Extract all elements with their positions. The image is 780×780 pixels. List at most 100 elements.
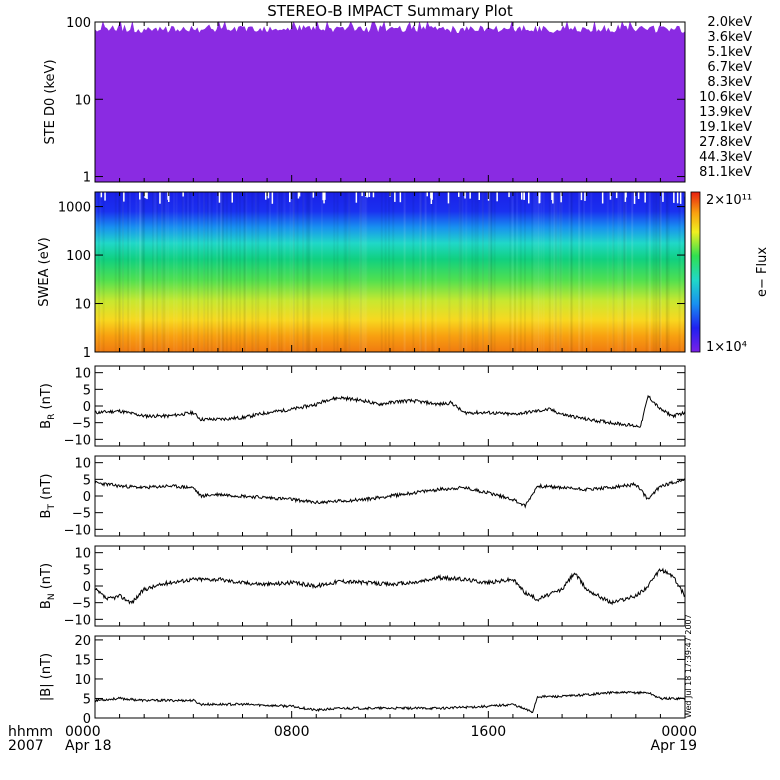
swea-gap [394,192,396,202]
swea-stripe [358,192,361,352]
swea-stripe [388,192,390,352]
swea-stripe [581,192,584,352]
swea-stripe [307,192,310,352]
swea-stripe [138,192,141,352]
time-tick-date: Apr 18 [65,738,111,754]
swea-stripe [655,192,658,352]
swea-gap [146,192,148,200]
swea-stripe [531,192,534,352]
swea-stripe [365,192,368,352]
swea-stripe [348,192,351,352]
time-tick-date: Apr 19 [651,738,697,754]
swea-stripe [216,192,219,352]
swea-stripe [296,192,299,352]
swea-gap [624,192,627,202]
swea-gap [182,192,184,197]
legend-entry-10.6keV: 10.6keV [699,90,752,105]
swea-stripe [121,192,124,352]
swea-gap [139,192,141,200]
panel-ylabel-2: BR (nT) [39,383,57,429]
swea-gap [478,192,480,200]
swea-gap [662,192,664,202]
panel-frame-4 [94,545,686,627]
y-tick-label-5: 10 [74,673,91,688]
y-tick-label-1: 1 [83,346,91,361]
swea-stripe [623,192,626,352]
swea-stripe [568,192,571,352]
y-tick-label-4: −10 [64,613,91,628]
swea-stripe [524,192,526,352]
swea-stripe [202,192,205,352]
swea-gap [231,192,233,203]
swea-stripe [251,192,254,352]
swea-stripe [611,192,614,352]
y-tick-label-4: 0 [83,580,91,595]
time-tick-hhmm: 0000 [65,724,101,740]
ste-series-2.0keV [94,20,686,183]
swea-stripe [460,192,463,352]
swea-gap [580,192,583,201]
swea-stripe [412,192,415,352]
time-axis-label-hhmm: hhmm [8,724,53,740]
swea-stripe [283,192,286,352]
field-line-5 [94,690,686,714]
swea-stripe [292,192,294,352]
swea-stripe [230,192,233,352]
y-tick-label-3: 10 [74,457,91,472]
swea-stripe [448,192,451,352]
swea-stripe [141,192,144,352]
swea-gap [271,192,274,204]
y-tick-label-2: 0 [83,400,91,415]
swea-stripe [490,192,493,352]
swea-gap [323,192,325,204]
swea-stripe [648,192,651,352]
swea-stripe [102,192,105,352]
swea-stripe [198,192,201,352]
swea-gap [372,192,375,198]
swea-stripe [269,192,271,352]
swea-stripe [488,192,491,352]
swea-stripe [511,192,514,352]
swea-gap [168,192,170,202]
swea-gap [673,192,675,203]
swea-gap [297,192,300,199]
legend-entry-19.1keV: 19.1keV [699,120,752,135]
swea-stripe [310,192,313,352]
swea-stripe [167,192,170,352]
panel-frame-2 [94,365,686,447]
swea-stripe [276,192,279,352]
panel-ylabel-3: BT (nT) [39,474,57,519]
swea-stripe [197,192,200,352]
colorbar-label: e− Flux [755,247,770,297]
swea-gap [633,192,636,204]
swea-stripe [474,192,477,352]
swea-gap [584,192,586,201]
y-tick-label-2: −5 [72,417,91,432]
swea-stripe [336,192,339,352]
swea-gap [601,192,604,204]
swea-stripe [208,192,211,352]
swea-stripe [191,192,194,352]
swea-stripe [153,192,156,352]
swea-stripe [540,192,543,352]
swea-gap [552,192,554,204]
swea-stripe [548,192,551,352]
swea-stripe [266,192,269,352]
swea-stripe [652,192,655,352]
swea-stripe [678,192,681,352]
swea-stripe [289,192,292,352]
y-tick-label-5: 20 [74,634,91,649]
swea-stripe [384,192,387,352]
legend-entry-5.1keV: 5.1keV [707,45,752,60]
swea-stripe [140,192,143,352]
swea-gap [218,192,221,203]
y-tick-label-2: −10 [64,433,91,448]
swea-stripe [645,192,648,352]
legend-entry-3.6keV: 3.6keV [707,30,752,45]
swea-stripe [254,192,257,352]
swea-gap [298,192,301,197]
swea-gap [521,192,523,200]
y-tick-label-4: −5 [72,597,91,612]
generation-stamp: Wed Jul 18 17:39:47 2007 [684,614,693,718]
